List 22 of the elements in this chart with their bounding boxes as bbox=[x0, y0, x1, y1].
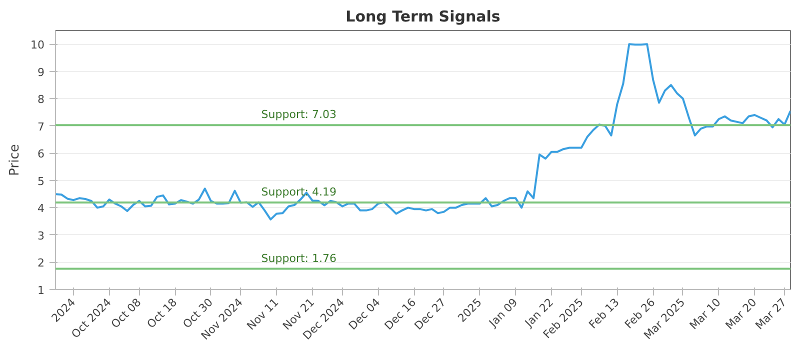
y-tick-label: 9 bbox=[38, 66, 44, 79]
x-tick-label: Jan 09 bbox=[486, 296, 520, 330]
ref-line-label: Support: 7.03 bbox=[261, 108, 336, 122]
line-series bbox=[56, 43, 790, 220]
y-tick-label: 2 bbox=[38, 256, 44, 270]
y-tick-label: 3 bbox=[38, 229, 44, 242]
y-tick-label: 10 bbox=[30, 38, 45, 52]
y-tick-label: 4 bbox=[38, 202, 44, 216]
x-tick-label: Dec 04 bbox=[346, 296, 383, 333]
chart-title: Long Term Signals bbox=[346, 8, 500, 26]
y-axis-title: Price bbox=[8, 144, 23, 176]
x-tick-label: Nov 11 bbox=[244, 296, 282, 333]
y-tick-label: 5 bbox=[38, 174, 44, 188]
x-tick-label: Mar 10 bbox=[687, 296, 724, 332]
x-tick-label: Feb 13 bbox=[586, 296, 622, 332]
y-tick-label: 1 bbox=[38, 284, 44, 297]
y-tick-label: 8 bbox=[38, 93, 44, 106]
y-tick-label: 7 bbox=[38, 120, 44, 134]
y-tick-label: 6 bbox=[38, 148, 44, 161]
x-tick-label: Oct 18 bbox=[144, 296, 180, 331]
ref-line-label: Support: 1.76 bbox=[261, 252, 336, 265]
ref-line-label: Support: 4.19 bbox=[261, 186, 336, 199]
